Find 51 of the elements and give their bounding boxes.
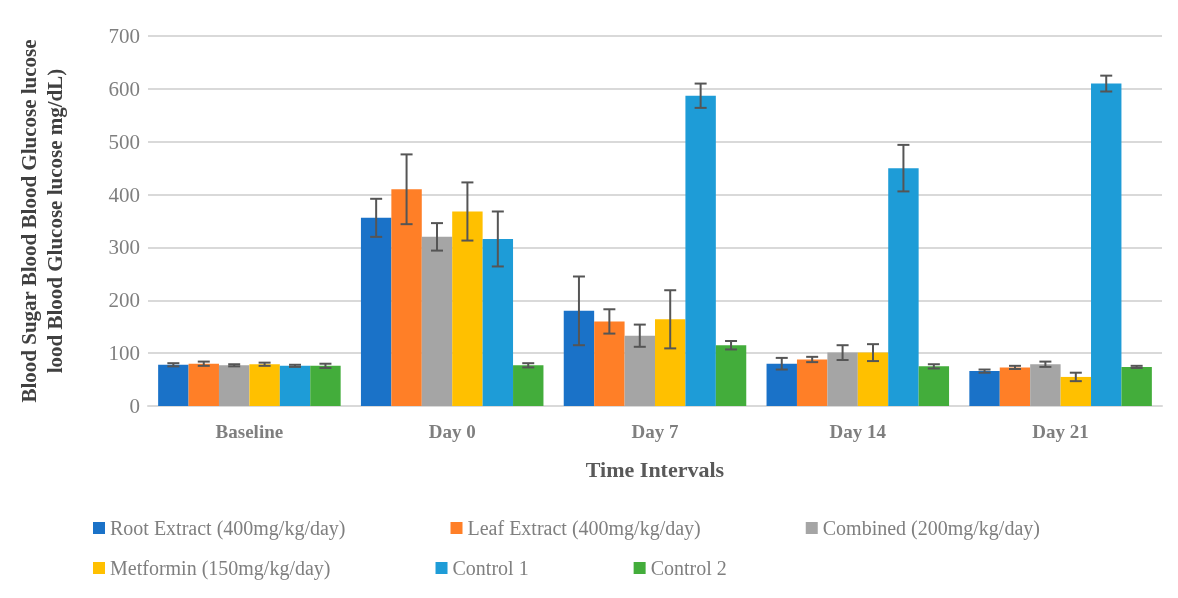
x-tick-label: Baseline — [215, 421, 284, 442]
bar — [360, 217, 392, 406]
bar — [188, 363, 219, 406]
bar — [218, 365, 250, 406]
y-tick-label: 600 — [108, 76, 140, 101]
x-tick-label: Day 0 — [428, 421, 476, 442]
bar — [1091, 83, 1122, 406]
bar — [796, 359, 828, 406]
legend-label: Leaf Extract (400mg/kg/day) — [467, 517, 701, 540]
x-axis-title: Time Intervals — [585, 456, 725, 482]
bar — [918, 366, 950, 406]
bar — [685, 95, 716, 406]
y-tick-label: 100 — [108, 341, 140, 366]
bar — [421, 236, 453, 406]
legend-label: Combined (200mg/kg/day) — [822, 517, 1040, 540]
y-tick-label: 300 — [108, 235, 140, 260]
bar — [624, 335, 655, 406]
x-tick-label: Day 14 — [829, 421, 887, 442]
bar — [827, 352, 858, 406]
bar — [999, 367, 1031, 406]
bar — [279, 365, 311, 406]
bar — [715, 345, 747, 406]
legend-label: Control 1 — [452, 557, 529, 579]
bar — [1030, 364, 1061, 406]
bar — [249, 364, 280, 406]
bar — [1060, 376, 1092, 406]
bar — [391, 189, 422, 406]
bar — [482, 238, 514, 406]
y-axis-title: Blood Sugar Blood Blood Glucose lucose lood Blood Glucose lucose mg/dL) — [17, 39, 67, 403]
bar — [513, 365, 544, 406]
bar — [1121, 366, 1152, 406]
bar — [563, 310, 595, 406]
bar — [857, 352, 889, 406]
y-tick-label: 700 — [108, 24, 140, 48]
x-tick-label: Day 7 — [631, 421, 679, 442]
bar — [766, 363, 797, 406]
legend-label: Metformin (150mg/kg/day) — [110, 557, 331, 580]
y-tick-label: 500 — [108, 129, 140, 154]
y-tick-label: 400 — [108, 182, 140, 207]
x-tick-label: Day 21 — [1032, 421, 1089, 442]
bar — [158, 364, 189, 406]
bar — [594, 321, 625, 406]
y-tick-label: 200 — [108, 288, 140, 313]
legend-label: Control 2 — [650, 557, 727, 579]
legend-label: Root Extract (400mg/kg/day) — [110, 517, 346, 540]
bar — [655, 319, 686, 406]
bar — [888, 168, 919, 406]
bar — [310, 365, 341, 406]
y-tick-label: 0 — [129, 394, 140, 418]
bar — [452, 211, 483, 406]
bar — [969, 371, 1000, 406]
